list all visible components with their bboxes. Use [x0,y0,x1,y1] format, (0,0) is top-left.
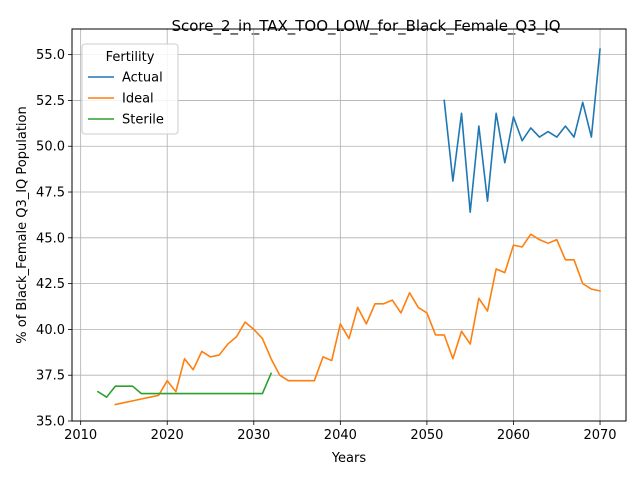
y-tick-label: 55.0 [36,48,65,63]
y-tick-label: 50.0 [36,140,65,155]
series-line-actual [443,48,601,213]
y-tick-label: 45.0 [36,231,65,246]
y-axis-label: % of Black_Female Q3_IQ Population [15,106,30,343]
x-axis-ticks: 2010 2020 2030 2040 2050 2060 2070 [64,421,617,443]
series-lines [96,48,601,406]
series-line-sterile [96,372,273,398]
y-tick-label: 42.5 [36,277,65,292]
x-tick-label: 2010 [64,428,97,443]
grid [72,29,626,422]
legend-entry-actual: Actual [122,71,163,86]
plot-frame [71,28,627,422]
y-axis-ticks: 35.0 37.5 40.0 42.5 45.0 47.5 50.0 52.5 55.0 [36,48,72,430]
legend: Fertility Actual Ideal Sterile [81,43,179,135]
y-tick-label: 35.0 [36,415,65,430]
legend-box [81,43,179,135]
x-tick-label: 2060 [497,428,530,443]
legend-entry-sterile: Sterile [122,113,164,128]
x-axis-label: Years [331,451,367,466]
x-tick-label: 2050 [410,428,443,443]
y-tick-label: 52.5 [36,94,65,109]
y-tick-label: 40.0 [36,323,65,338]
chart-title: Score_2_in_TAX_TOO_LOW_for_Black_Female_… [171,17,560,36]
y-tick-label: 47.5 [36,186,65,201]
legend-title: Fertility [106,50,155,65]
y-tick-label: 37.5 [36,369,65,384]
x-tick-label: 2040 [324,428,357,443]
series-line-ideal [114,233,601,406]
x-tick-label: 2020 [151,428,184,443]
x-tick-label: 2070 [583,428,616,443]
legend-entry-ideal: Ideal [122,92,154,107]
x-tick-label: 2030 [237,428,270,443]
